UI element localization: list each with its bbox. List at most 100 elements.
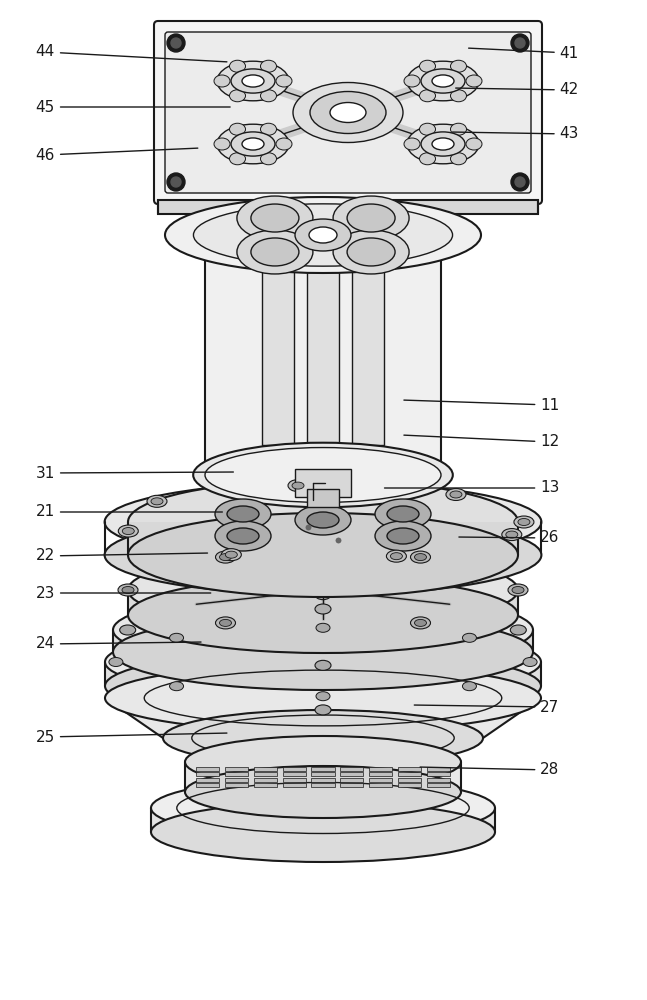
Bar — [185, 762, 461, 792]
Ellipse shape — [276, 75, 292, 87]
Ellipse shape — [466, 75, 482, 87]
Text: 26: 26 — [459, 530, 560, 546]
Ellipse shape — [217, 124, 289, 164]
Ellipse shape — [214, 138, 230, 150]
Text: 27: 27 — [414, 700, 560, 714]
Ellipse shape — [419, 123, 435, 135]
Ellipse shape — [510, 625, 526, 635]
Ellipse shape — [404, 75, 420, 87]
Ellipse shape — [446, 488, 466, 500]
Ellipse shape — [163, 710, 483, 766]
Ellipse shape — [122, 528, 135, 535]
Circle shape — [515, 177, 525, 187]
Circle shape — [511, 173, 529, 191]
Ellipse shape — [147, 495, 167, 507]
Text: 31: 31 — [36, 466, 234, 481]
Ellipse shape — [237, 230, 313, 274]
Ellipse shape — [237, 196, 313, 240]
Bar — [427, 772, 450, 776]
Ellipse shape — [225, 551, 237, 558]
Ellipse shape — [230, 123, 245, 135]
Text: 28: 28 — [420, 762, 560, 778]
Bar — [369, 767, 392, 771]
Ellipse shape — [113, 592, 533, 668]
FancyBboxPatch shape — [165, 32, 531, 193]
Circle shape — [167, 34, 185, 52]
Bar — [225, 772, 248, 776]
Ellipse shape — [230, 90, 245, 102]
Ellipse shape — [404, 138, 420, 150]
Ellipse shape — [242, 138, 264, 150]
Ellipse shape — [407, 61, 479, 101]
Ellipse shape — [506, 531, 518, 538]
Ellipse shape — [105, 482, 542, 562]
Ellipse shape — [219, 554, 232, 561]
Ellipse shape — [316, 623, 330, 632]
Ellipse shape — [347, 204, 395, 232]
Ellipse shape — [214, 75, 230, 87]
Ellipse shape — [432, 138, 454, 150]
Ellipse shape — [450, 60, 466, 72]
Text: 11: 11 — [404, 397, 560, 412]
Circle shape — [167, 173, 185, 191]
Ellipse shape — [386, 550, 406, 562]
Ellipse shape — [276, 138, 292, 150]
Ellipse shape — [151, 778, 495, 838]
Text: 45: 45 — [36, 100, 230, 114]
Bar — [158, 200, 538, 214]
Text: 13: 13 — [384, 481, 560, 495]
Ellipse shape — [387, 506, 419, 522]
Bar — [427, 778, 450, 782]
Text: 44: 44 — [36, 44, 227, 62]
Bar — [205, 235, 441, 475]
Bar — [262, 255, 294, 445]
Text: 22: 22 — [36, 548, 208, 564]
Bar — [369, 783, 392, 787]
Ellipse shape — [410, 551, 430, 563]
Ellipse shape — [419, 60, 435, 72]
Ellipse shape — [151, 802, 495, 862]
Circle shape — [511, 34, 529, 52]
Bar — [105, 662, 541, 686]
Ellipse shape — [251, 238, 299, 266]
Bar — [340, 767, 364, 771]
Bar — [254, 772, 277, 776]
Ellipse shape — [215, 617, 236, 629]
Ellipse shape — [419, 90, 435, 102]
Bar — [225, 783, 248, 787]
Ellipse shape — [113, 614, 533, 690]
Ellipse shape — [185, 766, 461, 818]
Ellipse shape — [170, 682, 184, 691]
Bar — [398, 783, 421, 787]
Ellipse shape — [415, 619, 426, 626]
Bar — [254, 783, 277, 787]
Circle shape — [171, 177, 181, 187]
Ellipse shape — [315, 604, 331, 614]
Text: 25: 25 — [36, 730, 227, 744]
Bar — [196, 783, 219, 787]
Ellipse shape — [512, 586, 524, 593]
Ellipse shape — [466, 138, 482, 150]
Text: 12: 12 — [404, 434, 560, 450]
Bar — [283, 772, 305, 776]
Ellipse shape — [251, 204, 299, 232]
Ellipse shape — [310, 92, 386, 133]
Ellipse shape — [261, 123, 276, 135]
Bar — [254, 778, 277, 782]
Ellipse shape — [128, 480, 518, 564]
Ellipse shape — [215, 521, 271, 551]
Ellipse shape — [205, 448, 441, 502]
Ellipse shape — [230, 153, 245, 165]
Polygon shape — [105, 698, 541, 738]
Ellipse shape — [315, 705, 331, 715]
Text: 42: 42 — [455, 83, 579, 98]
Ellipse shape — [221, 549, 241, 561]
Ellipse shape — [105, 515, 542, 595]
Bar — [427, 767, 450, 771]
Bar — [283, 778, 305, 782]
Ellipse shape — [432, 75, 454, 87]
Bar — [311, 772, 334, 776]
Bar — [295, 469, 351, 497]
Bar — [369, 778, 392, 782]
Ellipse shape — [215, 551, 236, 563]
